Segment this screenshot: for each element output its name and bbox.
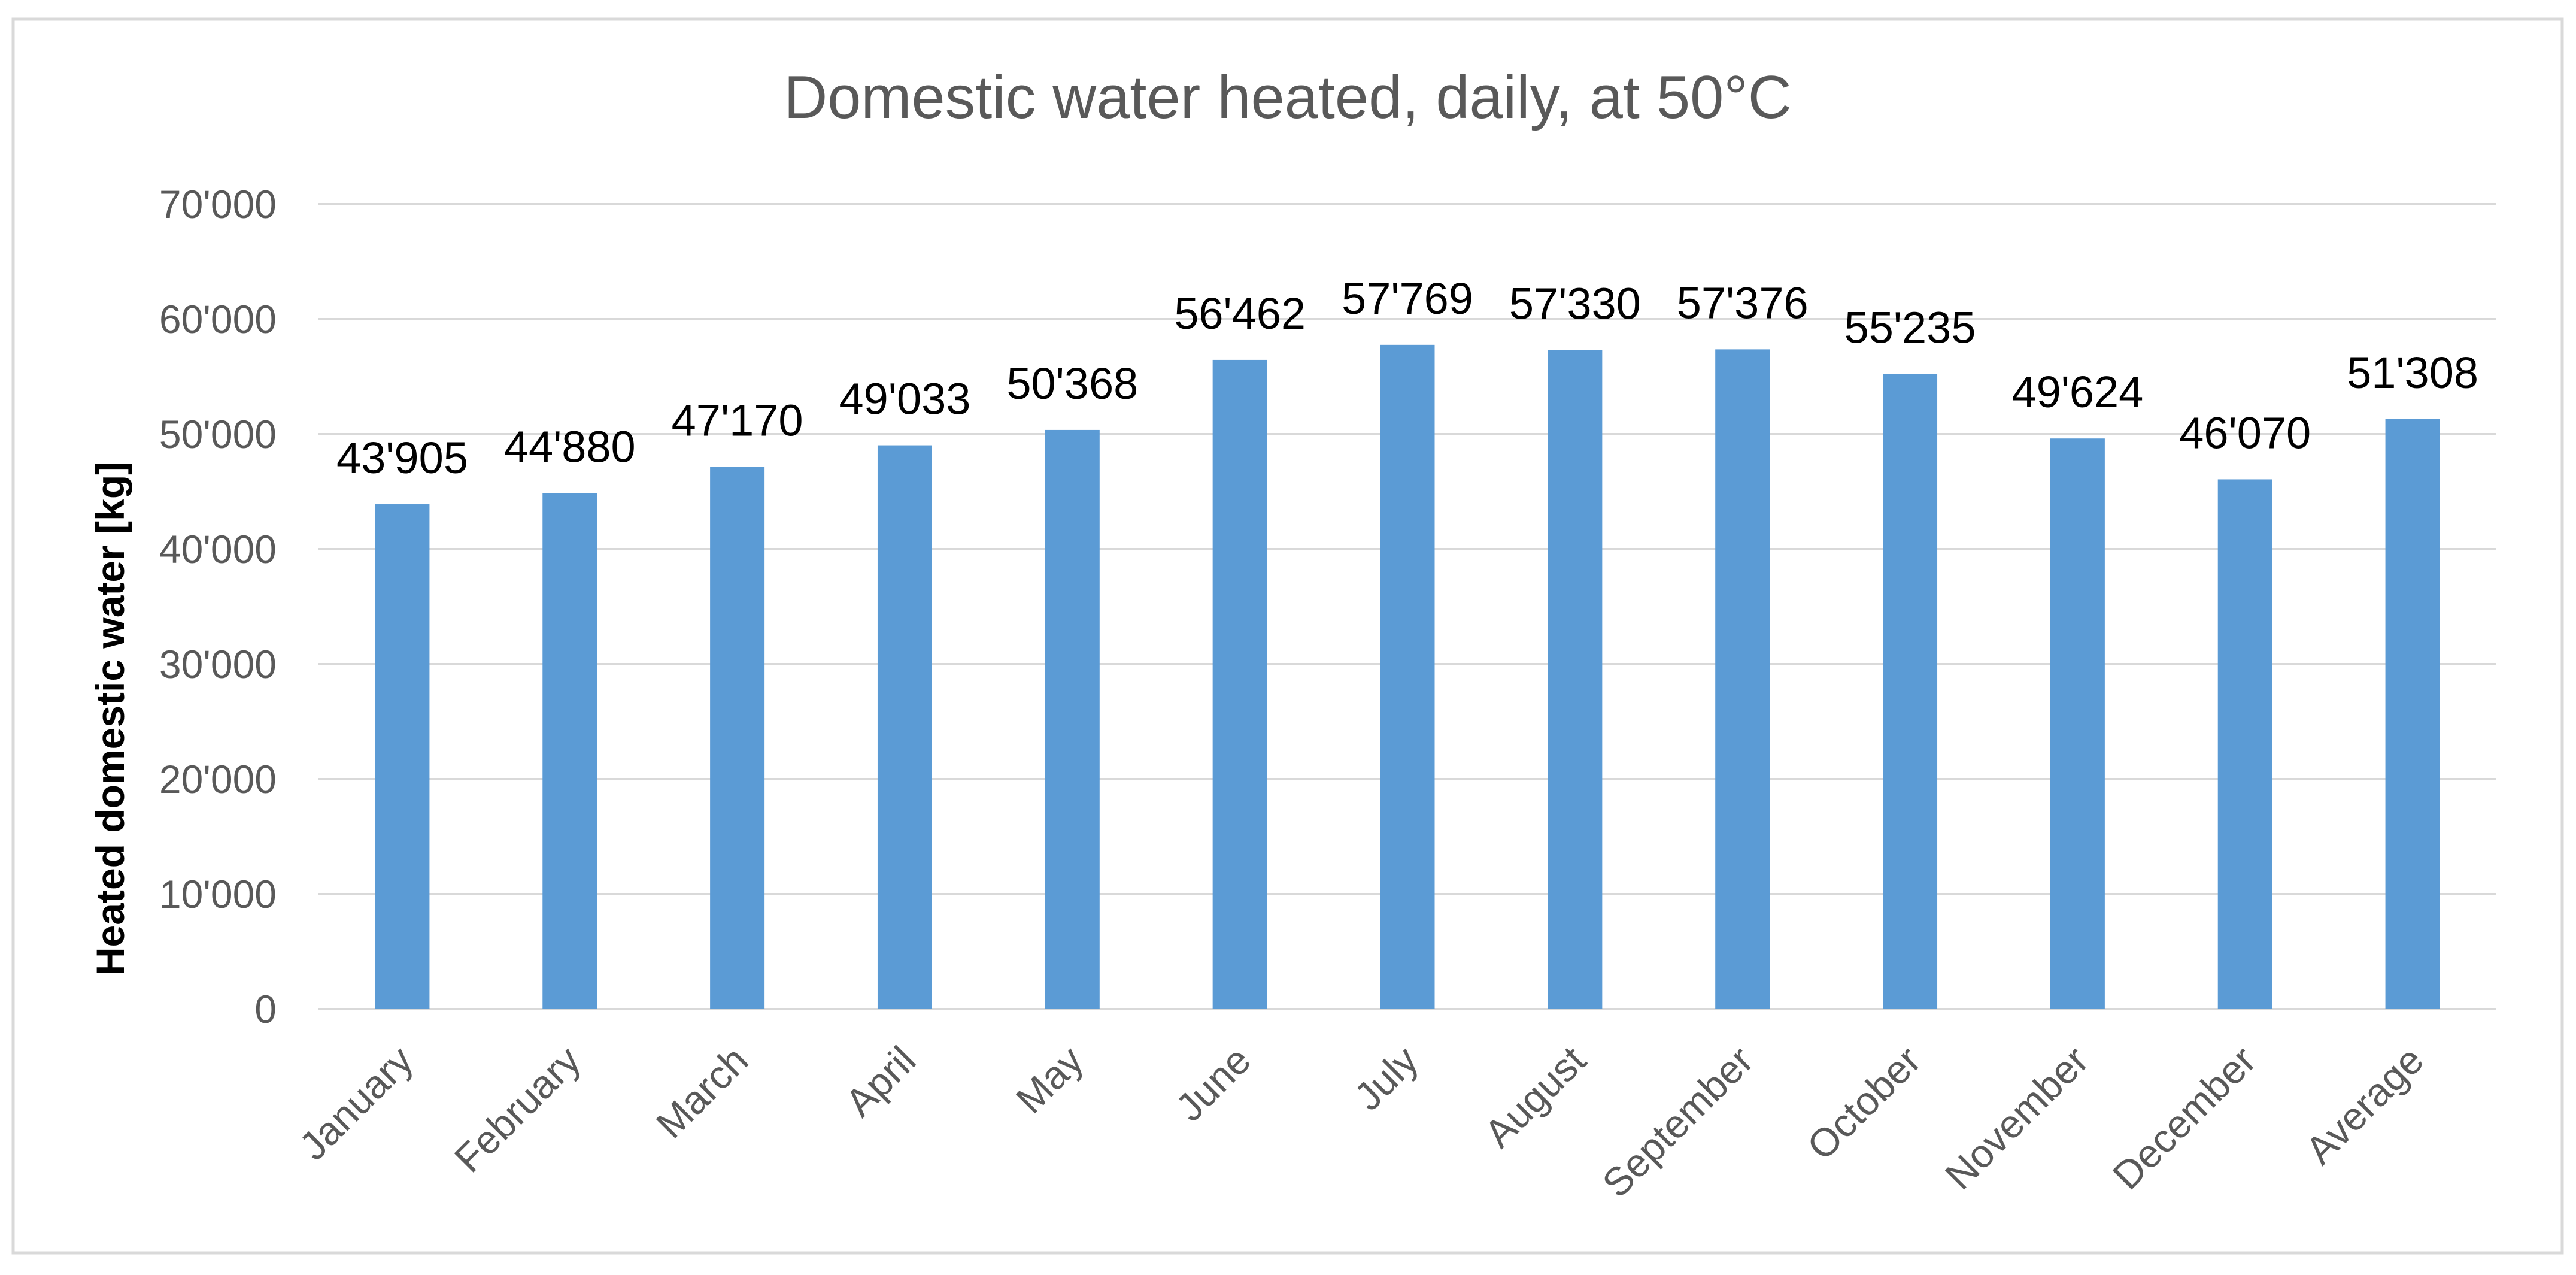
data-label: 57'769	[1342, 274, 1473, 323]
y-tick-label: 10'000	[159, 872, 277, 916]
bar	[1380, 344, 1435, 1009]
data-labels: 43'905 44'880 47'170 49'033 50'368 56'462 57'7…	[336, 274, 2478, 483]
data-label: 46'070	[2179, 408, 2311, 458]
bar	[1045, 429, 1100, 1009]
bar	[2217, 479, 2272, 1009]
bar	[1548, 350, 1603, 1010]
data-label: 57'330	[1509, 278, 1641, 328]
data-label: 57'376	[1677, 278, 1809, 328]
y-tick-label: 60'000	[159, 297, 277, 341]
chart-frame	[11, 17, 2564, 1255]
data-label: 55'235	[1844, 302, 1976, 352]
y-tick-label: 30'000	[159, 642, 277, 686]
data-label: 44'880	[504, 422, 636, 471]
data-label: 50'368	[1006, 359, 1138, 408]
bar	[1883, 374, 1938, 1009]
bar	[1212, 359, 1267, 1009]
bar	[542, 493, 597, 1009]
chart-title: Domestic water heated, daily, at 50°C	[784, 64, 1791, 131]
bar	[2385, 419, 2440, 1009]
data-label: 47'170	[672, 395, 803, 445]
bar	[2050, 438, 2105, 1009]
data-label: 43'905	[336, 433, 468, 483]
data-label: 49'624	[2011, 367, 2143, 417]
data-label: 56'462	[1174, 289, 1306, 338]
y-axis-ticks: 0 10'000 20'000 30'000 40'000 50'000 60'000 70'…	[159, 182, 277, 1031]
y-tick-label: 50'000	[159, 412, 277, 456]
bar	[877, 445, 932, 1009]
bar	[1715, 349, 1770, 1009]
bar	[375, 504, 430, 1009]
y-tick-label: 20'000	[159, 757, 277, 801]
y-axis-label: Heated domestic water [kg]	[88, 462, 132, 976]
y-tick-label: 0	[254, 987, 277, 1031]
data-label: 51'308	[2347, 348, 2478, 398]
data-label: 49'033	[839, 374, 971, 424]
y-tick-label: 40'000	[159, 527, 277, 571]
bar	[710, 467, 765, 1009]
y-tick-label: 70'000	[159, 182, 277, 226]
bars	[375, 344, 2440, 1010]
